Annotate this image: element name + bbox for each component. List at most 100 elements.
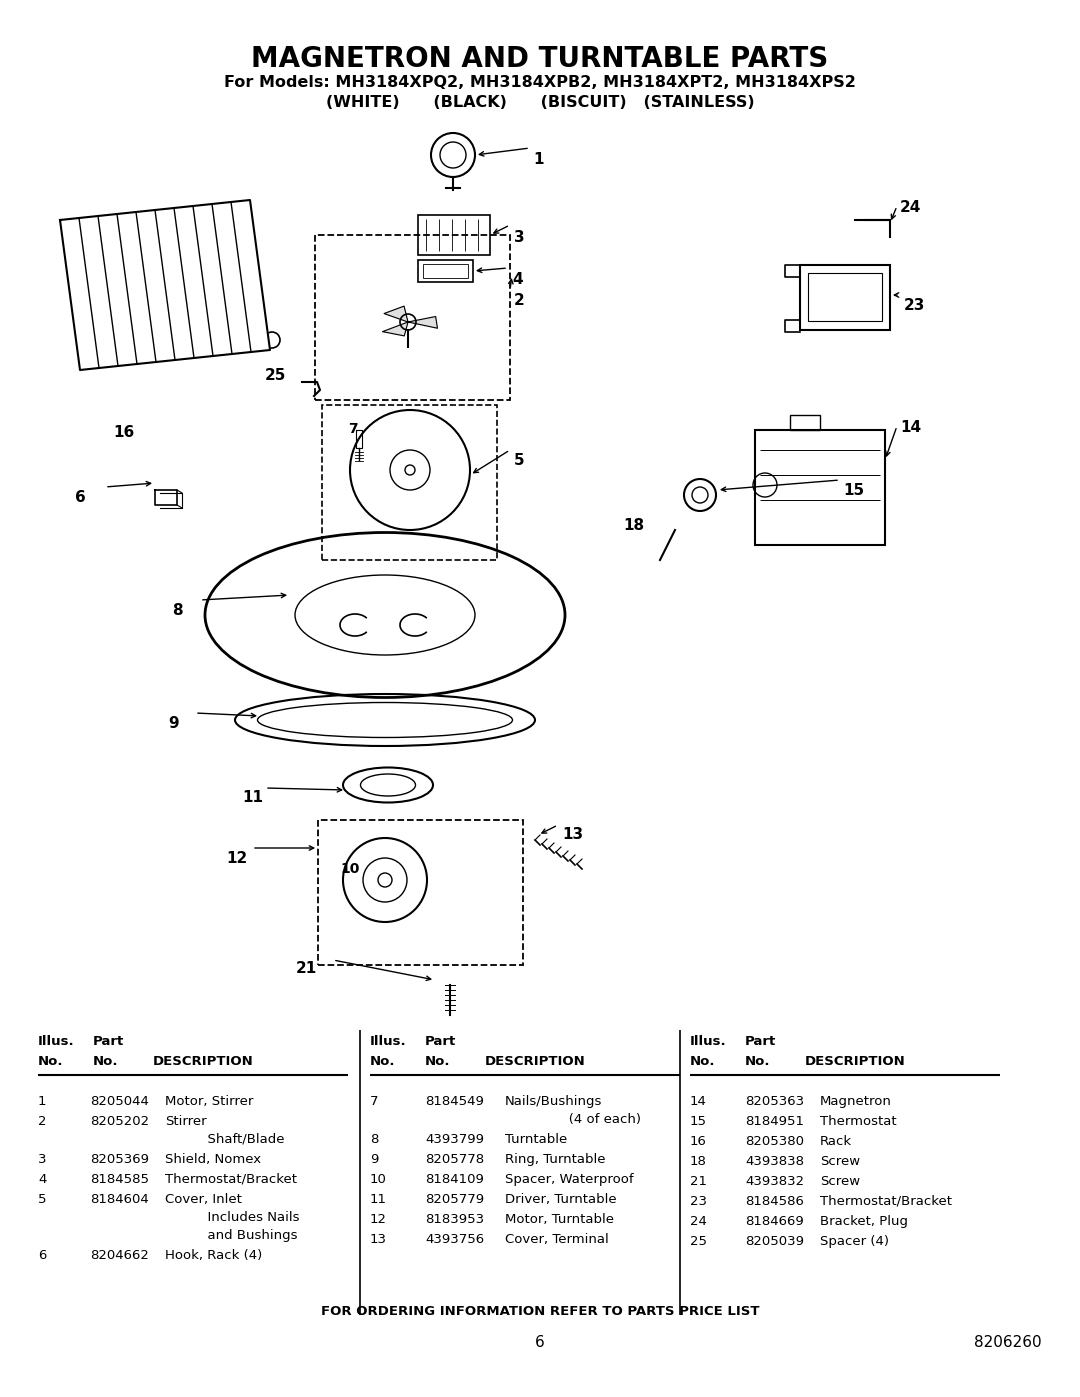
Bar — [423, 264, 468, 278]
Text: Cover, Terminal: Cover, Terminal — [505, 1234, 609, 1246]
Text: 11: 11 — [370, 1193, 387, 1206]
Text: Part: Part — [426, 1035, 456, 1048]
Polygon shape — [382, 321, 408, 335]
Bar — [418, 260, 473, 282]
Text: Illus.: Illus. — [38, 1035, 75, 1048]
Text: 14: 14 — [690, 1095, 707, 1108]
Text: Nails/Bushings: Nails/Bushings — [505, 1095, 603, 1108]
Text: 6: 6 — [75, 490, 85, 504]
Text: 23: 23 — [904, 298, 926, 313]
Text: 25: 25 — [690, 1235, 707, 1248]
Text: 8205380: 8205380 — [745, 1134, 804, 1148]
Text: 7: 7 — [348, 422, 357, 436]
Bar — [322, 405, 497, 560]
Polygon shape — [384, 306, 408, 321]
Text: 24: 24 — [690, 1215, 707, 1228]
Text: 15: 15 — [690, 1115, 707, 1127]
Text: Spacer, Waterproof: Spacer, Waterproof — [505, 1173, 634, 1186]
Text: 8205779: 8205779 — [426, 1193, 484, 1206]
Text: 16: 16 — [113, 425, 134, 440]
Text: 15: 15 — [843, 483, 864, 497]
Text: Illus.: Illus. — [690, 1035, 727, 1048]
Text: 8205202: 8205202 — [90, 1115, 149, 1127]
Text: 8184669: 8184669 — [745, 1215, 804, 1228]
Text: 11: 11 — [242, 789, 264, 805]
Text: 7: 7 — [370, 1095, 378, 1108]
Text: 4: 4 — [38, 1173, 46, 1186]
Text: 18: 18 — [690, 1155, 707, 1168]
Text: 18: 18 — [623, 518, 644, 534]
Text: Thermostat/Bracket: Thermostat/Bracket — [165, 1173, 297, 1186]
Text: 13: 13 — [562, 827, 583, 842]
Text: 8206260: 8206260 — [974, 1336, 1042, 1350]
Text: No.: No. — [370, 1055, 395, 1067]
Text: 9: 9 — [168, 717, 178, 731]
Text: 8184951: 8184951 — [745, 1115, 804, 1127]
Text: 8205778: 8205778 — [426, 1153, 484, 1166]
Text: 4393756: 4393756 — [426, 1234, 484, 1246]
Text: (WHITE)      (BLACK)      (BISCUIT)   (STAINLESS): (WHITE) (BLACK) (BISCUIT) (STAINLESS) — [326, 95, 754, 110]
Text: DESCRIPTION: DESCRIPTION — [485, 1055, 585, 1067]
Text: 6: 6 — [38, 1249, 46, 1261]
Text: Driver, Turntable: Driver, Turntable — [505, 1193, 617, 1206]
Text: For Models: MH3184XPQ2, MH3184XPB2, MH3184XPT2, MH3184XPS2: For Models: MH3184XPQ2, MH3184XPB2, MH31… — [224, 75, 856, 89]
Text: Magnetron: Magnetron — [820, 1095, 892, 1108]
Text: 5: 5 — [514, 453, 525, 468]
Text: 12: 12 — [226, 851, 247, 866]
Text: Rack: Rack — [820, 1134, 852, 1148]
Text: No.: No. — [38, 1055, 64, 1067]
Text: Bracket, Plug: Bracket, Plug — [820, 1215, 908, 1228]
Text: 2: 2 — [38, 1115, 46, 1127]
Text: Thermostat: Thermostat — [820, 1115, 896, 1127]
Text: 14: 14 — [900, 420, 921, 434]
Text: 23: 23 — [690, 1194, 707, 1208]
Text: 16: 16 — [690, 1134, 707, 1148]
Text: Thermostat/Bracket: Thermostat/Bracket — [820, 1194, 951, 1208]
Text: 8205039: 8205039 — [745, 1235, 804, 1248]
Text: 1: 1 — [534, 152, 543, 168]
Text: 21: 21 — [690, 1175, 707, 1187]
Text: No.: No. — [426, 1055, 450, 1067]
Text: 8184604: 8184604 — [90, 1193, 149, 1206]
Text: 8184109: 8184109 — [426, 1173, 484, 1186]
Text: (4 of each): (4 of each) — [505, 1113, 642, 1126]
Text: Hook, Rack (4): Hook, Rack (4) — [165, 1249, 262, 1261]
Text: 4393799: 4393799 — [426, 1133, 484, 1146]
Text: 21: 21 — [296, 961, 318, 977]
Text: 8204662: 8204662 — [90, 1249, 149, 1261]
Text: and Bushings: and Bushings — [165, 1229, 297, 1242]
Text: Stirrer: Stirrer — [165, 1115, 206, 1127]
Text: 8184585: 8184585 — [90, 1173, 149, 1186]
Text: 8184586: 8184586 — [745, 1194, 804, 1208]
Text: 6: 6 — [535, 1336, 545, 1350]
Text: No.: No. — [93, 1055, 119, 1067]
Text: 4393838: 4393838 — [745, 1155, 804, 1168]
Text: Part: Part — [745, 1035, 777, 1048]
Text: 24: 24 — [900, 200, 921, 215]
Text: 8184549: 8184549 — [426, 1095, 484, 1108]
Text: Includes Nails: Includes Nails — [165, 1211, 299, 1224]
Text: Part: Part — [93, 1035, 124, 1048]
Text: 3: 3 — [38, 1153, 46, 1166]
Text: Cover, Inlet: Cover, Inlet — [165, 1193, 242, 1206]
Text: FOR ORDERING INFORMATION REFER TO PARTS PRICE LIST: FOR ORDERING INFORMATION REFER TO PARTS … — [321, 1305, 759, 1317]
Text: Screw: Screw — [820, 1175, 860, 1187]
Text: No.: No. — [745, 1055, 770, 1067]
Text: Screw: Screw — [820, 1155, 860, 1168]
Text: DESCRIPTION: DESCRIPTION — [805, 1055, 906, 1067]
Text: No.: No. — [690, 1055, 715, 1067]
Bar — [800, 265, 890, 330]
Text: 8: 8 — [172, 604, 183, 617]
Text: 5: 5 — [38, 1193, 46, 1206]
Text: 9: 9 — [370, 1153, 378, 1166]
Text: DESCRIPTION: DESCRIPTION — [153, 1055, 254, 1067]
Text: 8205044: 8205044 — [90, 1095, 149, 1108]
Text: 8205363: 8205363 — [745, 1095, 805, 1108]
Text: 8205369: 8205369 — [90, 1153, 149, 1166]
Text: Shield, Nomex: Shield, Nomex — [165, 1153, 261, 1166]
Text: 4: 4 — [512, 272, 523, 286]
Text: 25: 25 — [265, 367, 286, 383]
Text: 1: 1 — [38, 1095, 46, 1108]
Text: Ring, Turntable: Ring, Turntable — [505, 1153, 606, 1166]
Text: Motor, Stirrer: Motor, Stirrer — [165, 1095, 254, 1108]
